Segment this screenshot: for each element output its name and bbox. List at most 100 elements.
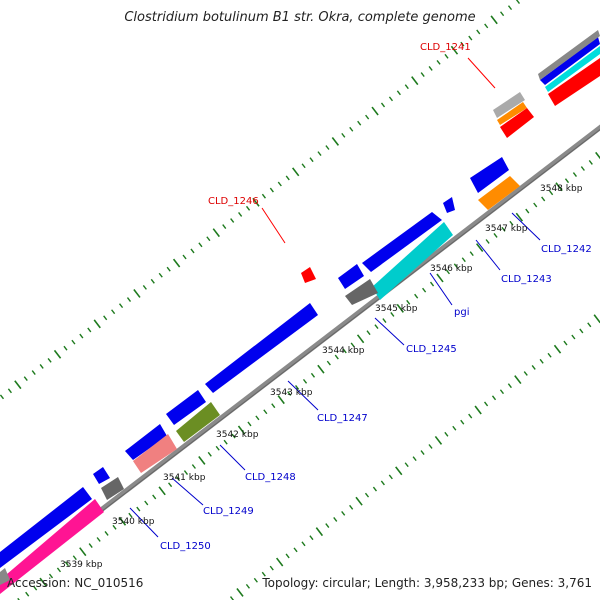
gene-feature-red[interactable] [548,58,600,106]
tick-mark [514,375,522,385]
tick-mark [245,205,251,211]
tick-mark [212,228,220,238]
gene-feature-blue[interactable] [470,157,509,193]
tick-mark [349,504,354,510]
gene-label-cld-1246[interactable]: CLD_1246 [208,196,259,207]
tick-mark [276,557,284,567]
tick-mark [152,494,157,500]
tick-mark [483,401,489,407]
gene-label-cld-1241[interactable]: CLD_1241 [420,42,471,53]
tick-mark [168,482,173,488]
tick-mark [549,190,554,196]
tick-mark [355,496,363,506]
gene-feature-blue[interactable] [443,197,455,213]
tick-mark [325,523,330,528]
gene-feature-blue[interactable] [338,264,364,289]
tick-mark [292,167,300,177]
gene-feature-olive[interactable] [176,402,220,442]
tick-mark [595,151,600,160]
tick-mark [39,364,44,369]
tick-mark [182,254,187,260]
tick-mark [460,419,465,425]
gene-features [0,30,600,594]
gene-label-pgi[interactable]: pgi [454,307,469,318]
tick-mark [191,464,196,469]
tick-mark [341,132,346,138]
tick-mark [356,334,365,344]
tick-mark [33,585,38,591]
gene-feature-blue[interactable] [93,467,110,484]
tick-mark [7,388,12,394]
gene-feature-gray[interactable] [0,568,10,585]
gene-feature-gray[interactable] [345,279,378,305]
tick-mark [515,0,521,4]
gene-label-cld-1242[interactable]: CLD_1242 [541,244,592,255]
gene-feature-blue[interactable] [125,424,167,460]
genome-summary-text: Topology: circular; Length: 3,958,233 bp… [262,576,592,590]
tick-mark [133,289,141,298]
gene-feature-gray[interactable] [493,92,525,118]
gene-label-cld-1248[interactable]: CLD_1248 [245,472,296,483]
tick-mark [404,84,409,90]
tick-mark [150,278,155,284]
tick-mark [56,567,62,573]
tick-mark [285,553,290,559]
tick-mark [261,193,267,199]
gene-label-cld-1250[interactable]: CLD_1250 [160,541,211,552]
tick-mark [166,266,171,272]
tick-mark [428,444,433,449]
tick-mark [104,530,109,536]
tick-mark [198,455,206,465]
tick-mark [428,66,433,71]
kbp-label: 3547 kbp [485,224,528,234]
tick-mark [388,96,394,102]
gene-feature-blue[interactable] [362,212,442,272]
gene-feature-blue[interactable] [540,37,600,85]
tick-mark [541,196,546,202]
gene-feature-blue[interactable] [0,487,92,568]
gene-labels: CLD_1241 CLD_1242 CLD_1243 pgi CLD_1245 … [160,42,592,552]
gene-feature-pink[interactable] [133,434,177,473]
gene-feature-orange[interactable] [497,102,527,125]
tick-mark [79,333,84,339]
gene-label-cld-1249[interactable]: CLD_1249 [203,506,254,517]
gene-feature-cyan[interactable] [372,222,453,300]
tick-mark [342,348,347,354]
gene-feature-magenta[interactable] [0,499,104,594]
tick-mark [553,344,562,354]
tick-mark [485,239,490,244]
tick-mark [414,293,419,299]
gene-feature-gray[interactable] [101,477,124,500]
tick-mark [175,476,181,482]
gene-feature-red[interactable] [500,108,534,138]
tick-mark [382,318,387,323]
tick-mark [531,365,536,370]
gene-label-cld-1247[interactable]: CLD_1247 [317,413,368,424]
tick-mark [429,281,435,287]
tick-mark [587,322,592,328]
kbp-label: 3540 kbp [112,517,155,527]
tick-mark [14,380,22,390]
map-title: Clostridium botulinum B1 str. Okra, comp… [124,10,476,25]
gene-feature-blue[interactable] [205,303,318,393]
tick-mark [31,370,36,375]
tick-mark [158,486,166,496]
tick-mark [190,248,195,254]
tick-mark [317,151,322,157]
tick-mark [450,45,459,55]
gene-feature-orange[interactable] [478,176,520,210]
tick-mark [309,535,314,541]
tick-mark [420,72,425,77]
gene-feature-red[interactable] [301,267,316,283]
gene-feature-blue[interactable] [166,390,206,425]
tick-mark [285,175,290,181]
tick-mark [63,345,68,351]
kbp-label: 3539 kbp [60,560,103,570]
gene-feature-gray[interactable] [538,30,600,80]
gene-label-cld-1243[interactable]: CLD_1243 [501,274,552,285]
gene-label-cld-1245[interactable]: CLD_1245 [406,344,457,355]
tick-mark [469,251,474,257]
tick-mark [198,242,203,248]
tick-mark [390,312,395,317]
gene-feature-cyan[interactable] [545,46,600,92]
